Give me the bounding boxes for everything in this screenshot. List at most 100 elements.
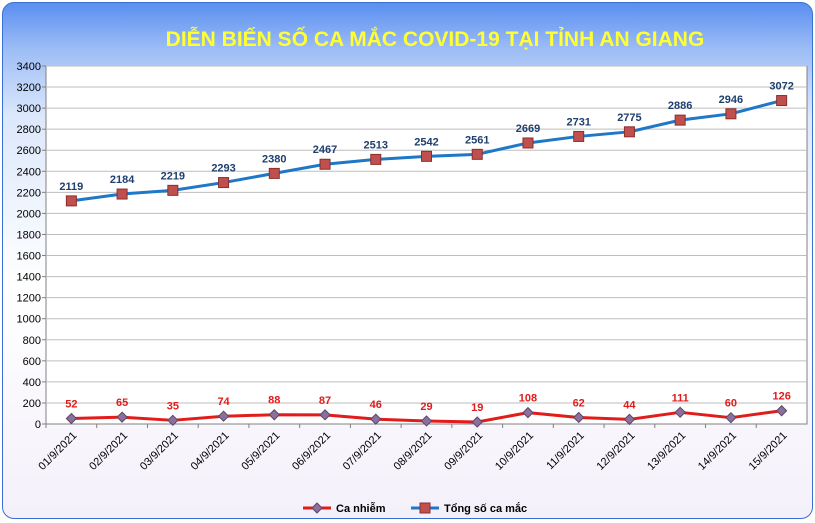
data-label-daily: 126 xyxy=(772,391,790,403)
y-tick-label: 2600 xyxy=(17,145,41,157)
y-tick-label: 1800 xyxy=(17,229,41,241)
point-marker-total xyxy=(776,95,788,107)
point-marker-daily xyxy=(319,409,331,421)
data-label-total: 2886 xyxy=(668,100,692,112)
y-tick-label: 400 xyxy=(23,377,41,389)
data-label-total: 2513 xyxy=(364,139,388,151)
point-marker-daily xyxy=(522,406,534,419)
data-label-daily: 87 xyxy=(319,395,331,407)
y-tick-label: 2400 xyxy=(17,166,41,178)
chart: DIỄN BIẾN SỐ CA MẮC COVID-19 TẠI TỈNH AN… xyxy=(17,27,808,515)
x-tick-label: 13/9/2021 xyxy=(645,430,688,473)
point-marker-total xyxy=(218,177,230,189)
point-marker-daily xyxy=(471,416,483,428)
x-tick-label: 11/9/2021 xyxy=(544,430,587,473)
y-tick-label: 3400 xyxy=(17,61,41,73)
point-marker-daily xyxy=(268,409,281,421)
data-label-daily: 29 xyxy=(420,401,432,413)
point-marker-total xyxy=(623,126,635,138)
y-tick-label: 800 xyxy=(23,335,41,347)
data-label-total: 2380 xyxy=(262,153,286,165)
data-label-daily: 88 xyxy=(268,395,280,407)
y-tick-label: 1400 xyxy=(17,272,41,284)
x-tick-label: 02/9/2021 xyxy=(87,430,130,473)
data-label-total: 2542 xyxy=(414,136,438,148)
point-marker-total xyxy=(116,188,128,200)
data-label-total: 2219 xyxy=(161,170,185,182)
data-label-daily: 74 xyxy=(217,396,230,408)
point-marker-daily xyxy=(217,410,230,422)
point-marker-daily xyxy=(775,405,788,417)
data-label-daily: 35 xyxy=(167,400,179,412)
y-tick-label: 1200 xyxy=(17,293,41,305)
x-tick-label: 06/9/2021 xyxy=(290,430,333,473)
data-label-daily: 65 xyxy=(116,397,128,409)
data-label-total: 2775 xyxy=(617,112,641,124)
point-marker-daily xyxy=(674,406,686,419)
data-label-total: 2669 xyxy=(516,123,540,135)
point-marker-total xyxy=(167,184,179,196)
data-label-total: 2467 xyxy=(313,144,337,156)
point-marker-daily xyxy=(725,411,737,424)
x-tick-label: 08/9/2021 xyxy=(392,430,435,473)
legend-item-total: Tổng số ca mắc xyxy=(411,502,527,515)
point-marker-daily xyxy=(623,413,636,426)
y-tick-label: 3000 xyxy=(17,103,41,115)
data-label-total: 3072 xyxy=(769,81,793,93)
x-tick-label: 01/9/2021 xyxy=(36,430,79,473)
x-tick-label: 09/9/2021 xyxy=(442,430,485,473)
x-tick-label: 05/9/2021 xyxy=(239,430,282,473)
y-tick-label: 1600 xyxy=(17,251,41,263)
data-label-total: 2946 xyxy=(719,94,743,106)
data-label-daily: 46 xyxy=(370,399,382,411)
legend-item-daily: Ca nhiễm xyxy=(303,502,386,515)
x-tick-label: 07/9/2021 xyxy=(341,430,384,473)
point-marker-daily xyxy=(572,411,585,424)
point-marker-daily xyxy=(167,414,179,427)
data-label-total: 2561 xyxy=(465,134,489,146)
legend-marker xyxy=(311,502,323,514)
point-marker-daily xyxy=(65,412,78,425)
y-tick-label: 3200 xyxy=(17,82,41,94)
x-tick-label: 12/9/2021 xyxy=(594,430,637,473)
x-tick-label: 15/9/2021 xyxy=(747,430,790,473)
data-label-daily: 62 xyxy=(573,397,585,409)
x-tick-label: 04/9/2021 xyxy=(189,430,232,473)
point-marker-daily xyxy=(116,411,128,423)
y-tick-label: 2200 xyxy=(17,187,41,199)
legend-label: Ca nhiễm xyxy=(336,502,386,515)
point-marker-total xyxy=(725,108,737,120)
data-label-daily: 108 xyxy=(519,393,537,405)
point-marker-daily xyxy=(370,413,382,425)
data-label-daily: 19 xyxy=(471,402,483,414)
point-marker-total xyxy=(522,137,534,149)
point-marker-total xyxy=(370,153,382,165)
point-marker-total xyxy=(573,130,585,142)
chart-title: DIỄN BIẾN SỐ CA MẮC COVID-19 TẠI TỈNH AN… xyxy=(166,27,705,51)
data-label-total: 2293 xyxy=(211,163,235,175)
x-tick-label: 03/9/2021 xyxy=(138,430,181,473)
legend-label: Tổng số ca mắc xyxy=(444,502,527,515)
point-marker-total xyxy=(268,167,280,179)
data-label-total: 2731 xyxy=(566,116,590,128)
plot-area xyxy=(45,65,808,425)
point-marker-total xyxy=(319,158,331,170)
y-tick-label: 200 xyxy=(23,398,41,410)
y-tick-label: 0 xyxy=(35,419,41,431)
data-label-total: 2119 xyxy=(59,181,83,193)
y-tick-label: 1000 xyxy=(17,314,41,326)
point-marker-total xyxy=(471,148,483,160)
point-marker-total xyxy=(65,195,77,207)
y-tick-label: 2000 xyxy=(17,208,41,220)
y-tick-label: 2800 xyxy=(17,124,41,136)
point-marker-daily xyxy=(420,415,433,427)
data-label-daily: 111 xyxy=(672,392,689,404)
point-marker-total xyxy=(421,150,432,162)
data-label-total: 2184 xyxy=(110,174,135,186)
y-tick-label: 600 xyxy=(23,356,41,368)
legend-marker xyxy=(419,502,431,514)
x-tick-label: 14/9/2021 xyxy=(696,430,739,473)
data-label-daily: 44 xyxy=(623,399,636,411)
data-label-daily: 60 xyxy=(725,398,737,410)
